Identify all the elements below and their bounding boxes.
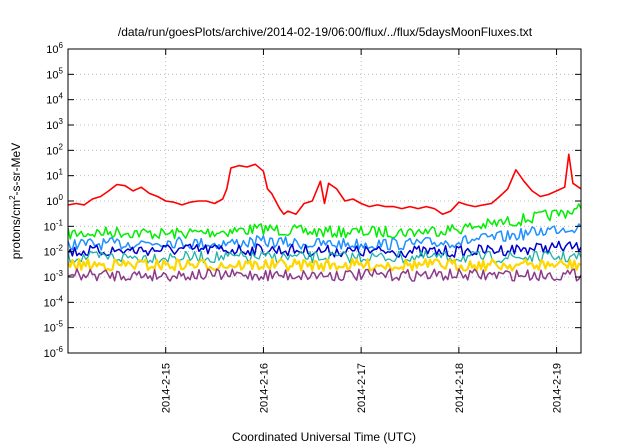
y-tick-base: 10 [46,145,58,157]
y-tick-base: 10 [46,196,58,208]
y-tick-base: 10 [44,247,56,259]
y-tick-base: 10 [46,95,58,107]
y-axis-label-suffix: -s-sr-MeV [9,143,23,196]
y-tick-exponent: -2 [56,244,64,253]
y-tick-base: 10 [46,171,58,183]
y-tick-exponent: -1 [56,218,64,227]
y-tick-exponent: 0 [59,193,64,202]
y-tick-exponent: 6 [59,41,64,50]
y-tick-label: 10-1 [44,218,64,233]
y-tick-label: 100 [46,193,63,208]
y-tick-label: 10-2 [44,244,64,259]
series-group [68,153,581,282]
y-tick-label: 102 [46,142,63,157]
y-axis-label: protons/cm2-s-sr-MeV [8,143,23,259]
y-tick-base: 10 [44,297,56,309]
y-tick-base: 10 [44,323,56,335]
y-tick-exponent: -3 [56,269,64,278]
y-tick-label: 101 [46,168,63,183]
y-tick-base: 10 [46,44,58,56]
y-tick-base: 10 [44,348,56,360]
y-tick-label: 10-5 [44,320,64,335]
series-line-1 [68,153,581,215]
y-tick-label: 105 [46,66,63,81]
x-tick-label: 2014-2-15 [161,363,173,413]
y-tick-label: 10-3 [44,269,64,284]
series-line-2 [68,203,581,240]
y-tick-base: 10 [44,272,56,284]
y-tick-base: 10 [46,69,58,81]
y-tick-base: 10 [44,221,56,233]
x-tick-label: 2014-2-16 [258,363,270,413]
x-axis-label: Coordinated Universal Time (UTC) [232,430,416,444]
y-axis-label-sup: 2 [8,195,17,200]
series-line-4 [68,240,581,259]
y-tick-label: 10-6 [44,345,64,360]
y-tick-exponent: 5 [59,66,64,75]
series-line-3 [68,223,581,251]
y-tick-base: 10 [46,120,58,132]
y-tick-label: 103 [46,117,63,132]
y-tick-exponent: 3 [59,117,64,126]
series-line-7 [68,268,581,282]
y-tick-exponent: 1 [59,168,64,177]
y-tick-exponent: -4 [56,294,64,303]
series-line-6 [68,257,581,272]
y-axis: 10-610-510-410-310-210-11001011021031041… [44,41,581,360]
x-tick-label: 2014-2-18 [454,363,466,413]
y-tick-exponent: 4 [59,92,64,101]
x-tick-label: 2014-2-19 [552,363,564,413]
chart-title: /data/run/goesPlots/archive/2014-02-19/0… [118,25,533,39]
y-tick-exponent: -6 [56,345,64,354]
y-tick-label: 106 [46,41,63,56]
x-axis: 2014-2-15 2014-2-16 2014-2-17 2014-2-18 2014… [161,49,564,413]
y-axis-label-prefix: protons/cm [9,200,23,259]
y-tick-label: 10-4 [44,294,64,309]
y-tick-label: 104 [46,92,63,107]
x-tick-label: 2014-2-17 [356,363,368,413]
y-tick-exponent: 2 [59,142,64,151]
y-tick-exponent: -5 [56,320,64,329]
